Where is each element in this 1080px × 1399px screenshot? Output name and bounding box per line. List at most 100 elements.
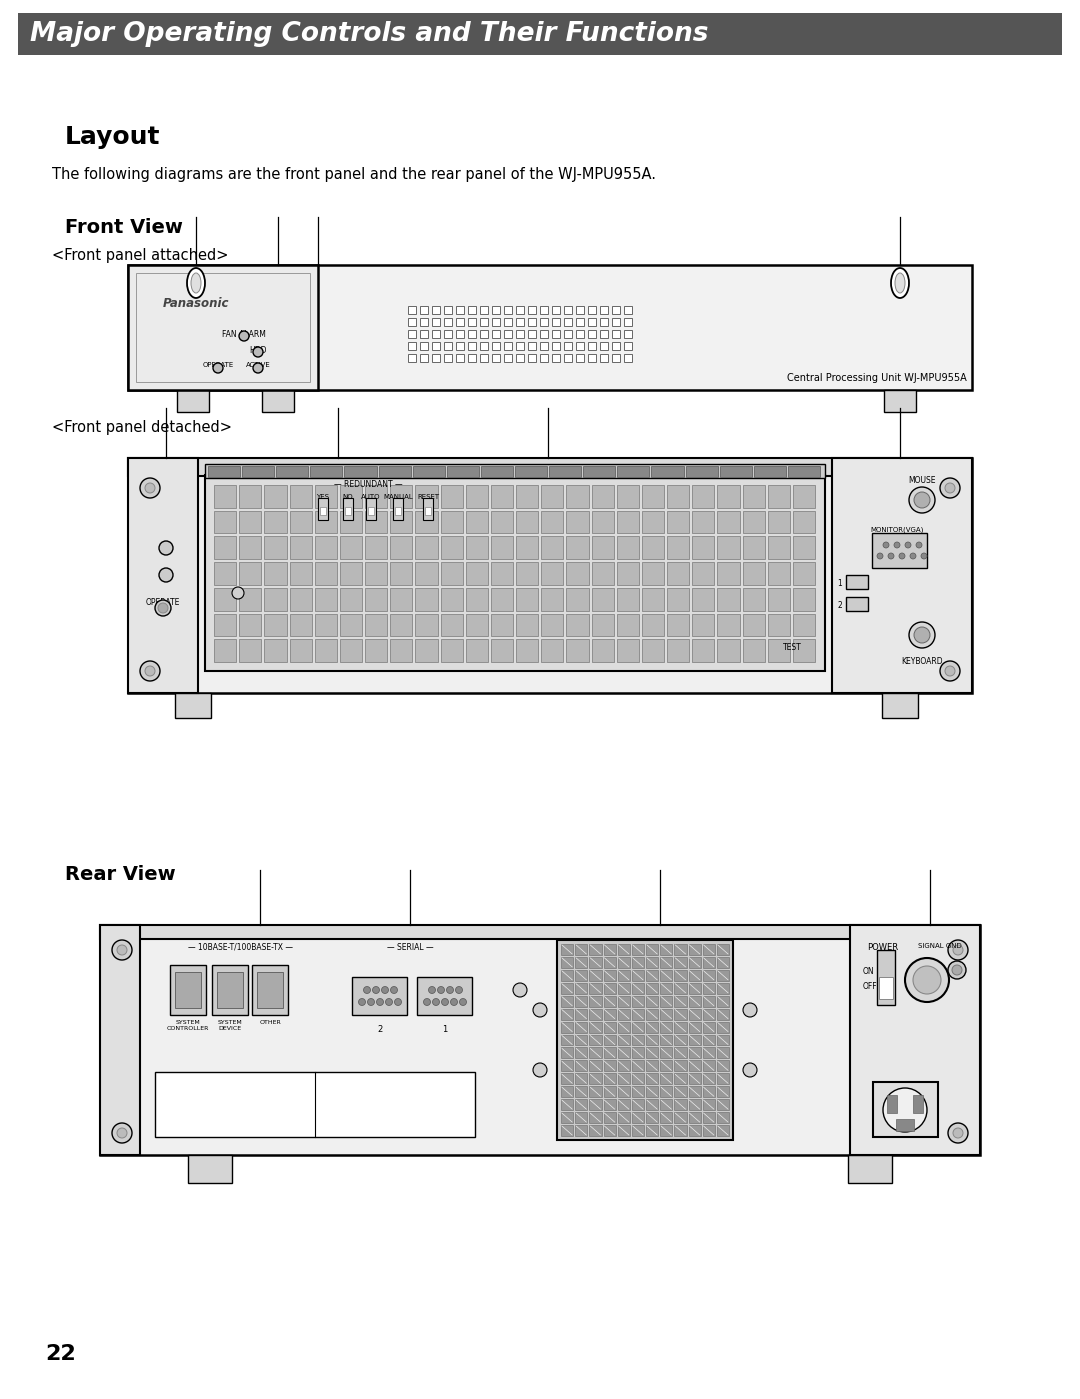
- Text: YES: YES: [316, 494, 329, 499]
- Text: Major Operating Controls and Their Functions: Major Operating Controls and Their Funct…: [30, 21, 708, 48]
- Bar: [420, 341, 428, 350]
- Bar: [416, 485, 437, 508]
- Bar: [340, 588, 362, 610]
- Bar: [390, 588, 413, 610]
- Bar: [552, 341, 561, 350]
- Bar: [343, 498, 353, 520]
- Bar: [516, 614, 538, 637]
- Bar: [561, 1086, 573, 1097]
- Bar: [340, 485, 362, 508]
- Bar: [660, 1060, 673, 1072]
- Bar: [768, 511, 789, 533]
- Bar: [561, 996, 573, 1007]
- Bar: [492, 341, 500, 350]
- Bar: [632, 996, 644, 1007]
- Bar: [604, 1060, 616, 1072]
- Bar: [426, 506, 431, 515]
- Circle shape: [916, 541, 922, 548]
- Circle shape: [945, 666, 955, 676]
- Bar: [265, 485, 286, 508]
- Bar: [717, 1009, 729, 1020]
- Bar: [846, 597, 868, 611]
- Bar: [516, 639, 538, 662]
- Bar: [600, 330, 608, 339]
- Bar: [456, 341, 464, 350]
- Bar: [592, 536, 613, 560]
- Circle shape: [888, 553, 894, 560]
- Bar: [129, 457, 972, 693]
- Bar: [646, 1073, 658, 1084]
- Bar: [265, 588, 286, 610]
- Bar: [660, 944, 673, 956]
- Bar: [588, 306, 596, 313]
- Bar: [604, 957, 616, 968]
- Bar: [212, 965, 248, 1016]
- Bar: [793, 588, 815, 610]
- Text: ON: ON: [863, 967, 875, 977]
- Bar: [365, 485, 387, 508]
- Bar: [468, 341, 476, 350]
- Bar: [465, 485, 488, 508]
- Bar: [552, 354, 561, 362]
- Text: 1: 1: [837, 579, 841, 588]
- Bar: [265, 536, 286, 560]
- Bar: [516, 318, 524, 326]
- Bar: [566, 639, 589, 662]
- Bar: [793, 614, 815, 637]
- Circle shape: [381, 986, 389, 993]
- Bar: [441, 614, 462, 637]
- Circle shape: [948, 940, 968, 960]
- Bar: [887, 1095, 897, 1114]
- Bar: [432, 341, 440, 350]
- Text: OPERATE: OPERATE: [146, 597, 180, 607]
- Bar: [242, 466, 274, 477]
- Bar: [667, 614, 689, 637]
- Bar: [590, 1073, 602, 1084]
- Bar: [576, 1125, 588, 1136]
- Circle shape: [534, 1003, 546, 1017]
- Bar: [717, 1086, 729, 1097]
- Bar: [632, 983, 644, 993]
- Bar: [541, 562, 564, 585]
- Circle shape: [948, 1123, 968, 1143]
- Bar: [689, 1021, 701, 1032]
- Bar: [504, 354, 512, 362]
- Bar: [618, 996, 630, 1007]
- Bar: [632, 944, 644, 956]
- Bar: [528, 341, 536, 350]
- Bar: [416, 511, 437, 533]
- Bar: [528, 306, 536, 313]
- Bar: [674, 957, 687, 968]
- Bar: [395, 506, 401, 515]
- Bar: [692, 562, 714, 585]
- Bar: [873, 1081, 939, 1137]
- Bar: [576, 1112, 588, 1123]
- Bar: [689, 1073, 701, 1084]
- Bar: [674, 1034, 687, 1045]
- Text: 1: 1: [443, 1025, 447, 1034]
- Bar: [717, 1125, 729, 1136]
- Bar: [768, 485, 789, 508]
- Bar: [540, 341, 548, 350]
- Bar: [646, 983, 658, 993]
- Circle shape: [253, 347, 264, 357]
- Bar: [689, 957, 701, 968]
- Bar: [689, 1034, 701, 1045]
- Bar: [314, 485, 337, 508]
- Bar: [632, 1073, 644, 1084]
- Bar: [490, 588, 513, 610]
- Bar: [408, 354, 416, 362]
- Bar: [692, 536, 714, 560]
- Bar: [617, 588, 639, 610]
- Bar: [612, 341, 620, 350]
- Bar: [490, 485, 513, 508]
- Text: OTHER: OTHER: [259, 1020, 281, 1025]
- Bar: [214, 562, 237, 585]
- Text: AC IN: AC IN: [899, 1095, 921, 1104]
- Bar: [846, 575, 868, 589]
- Bar: [420, 318, 428, 326]
- Bar: [561, 1100, 573, 1111]
- Bar: [561, 1021, 573, 1032]
- Bar: [618, 1125, 630, 1136]
- Bar: [692, 614, 714, 637]
